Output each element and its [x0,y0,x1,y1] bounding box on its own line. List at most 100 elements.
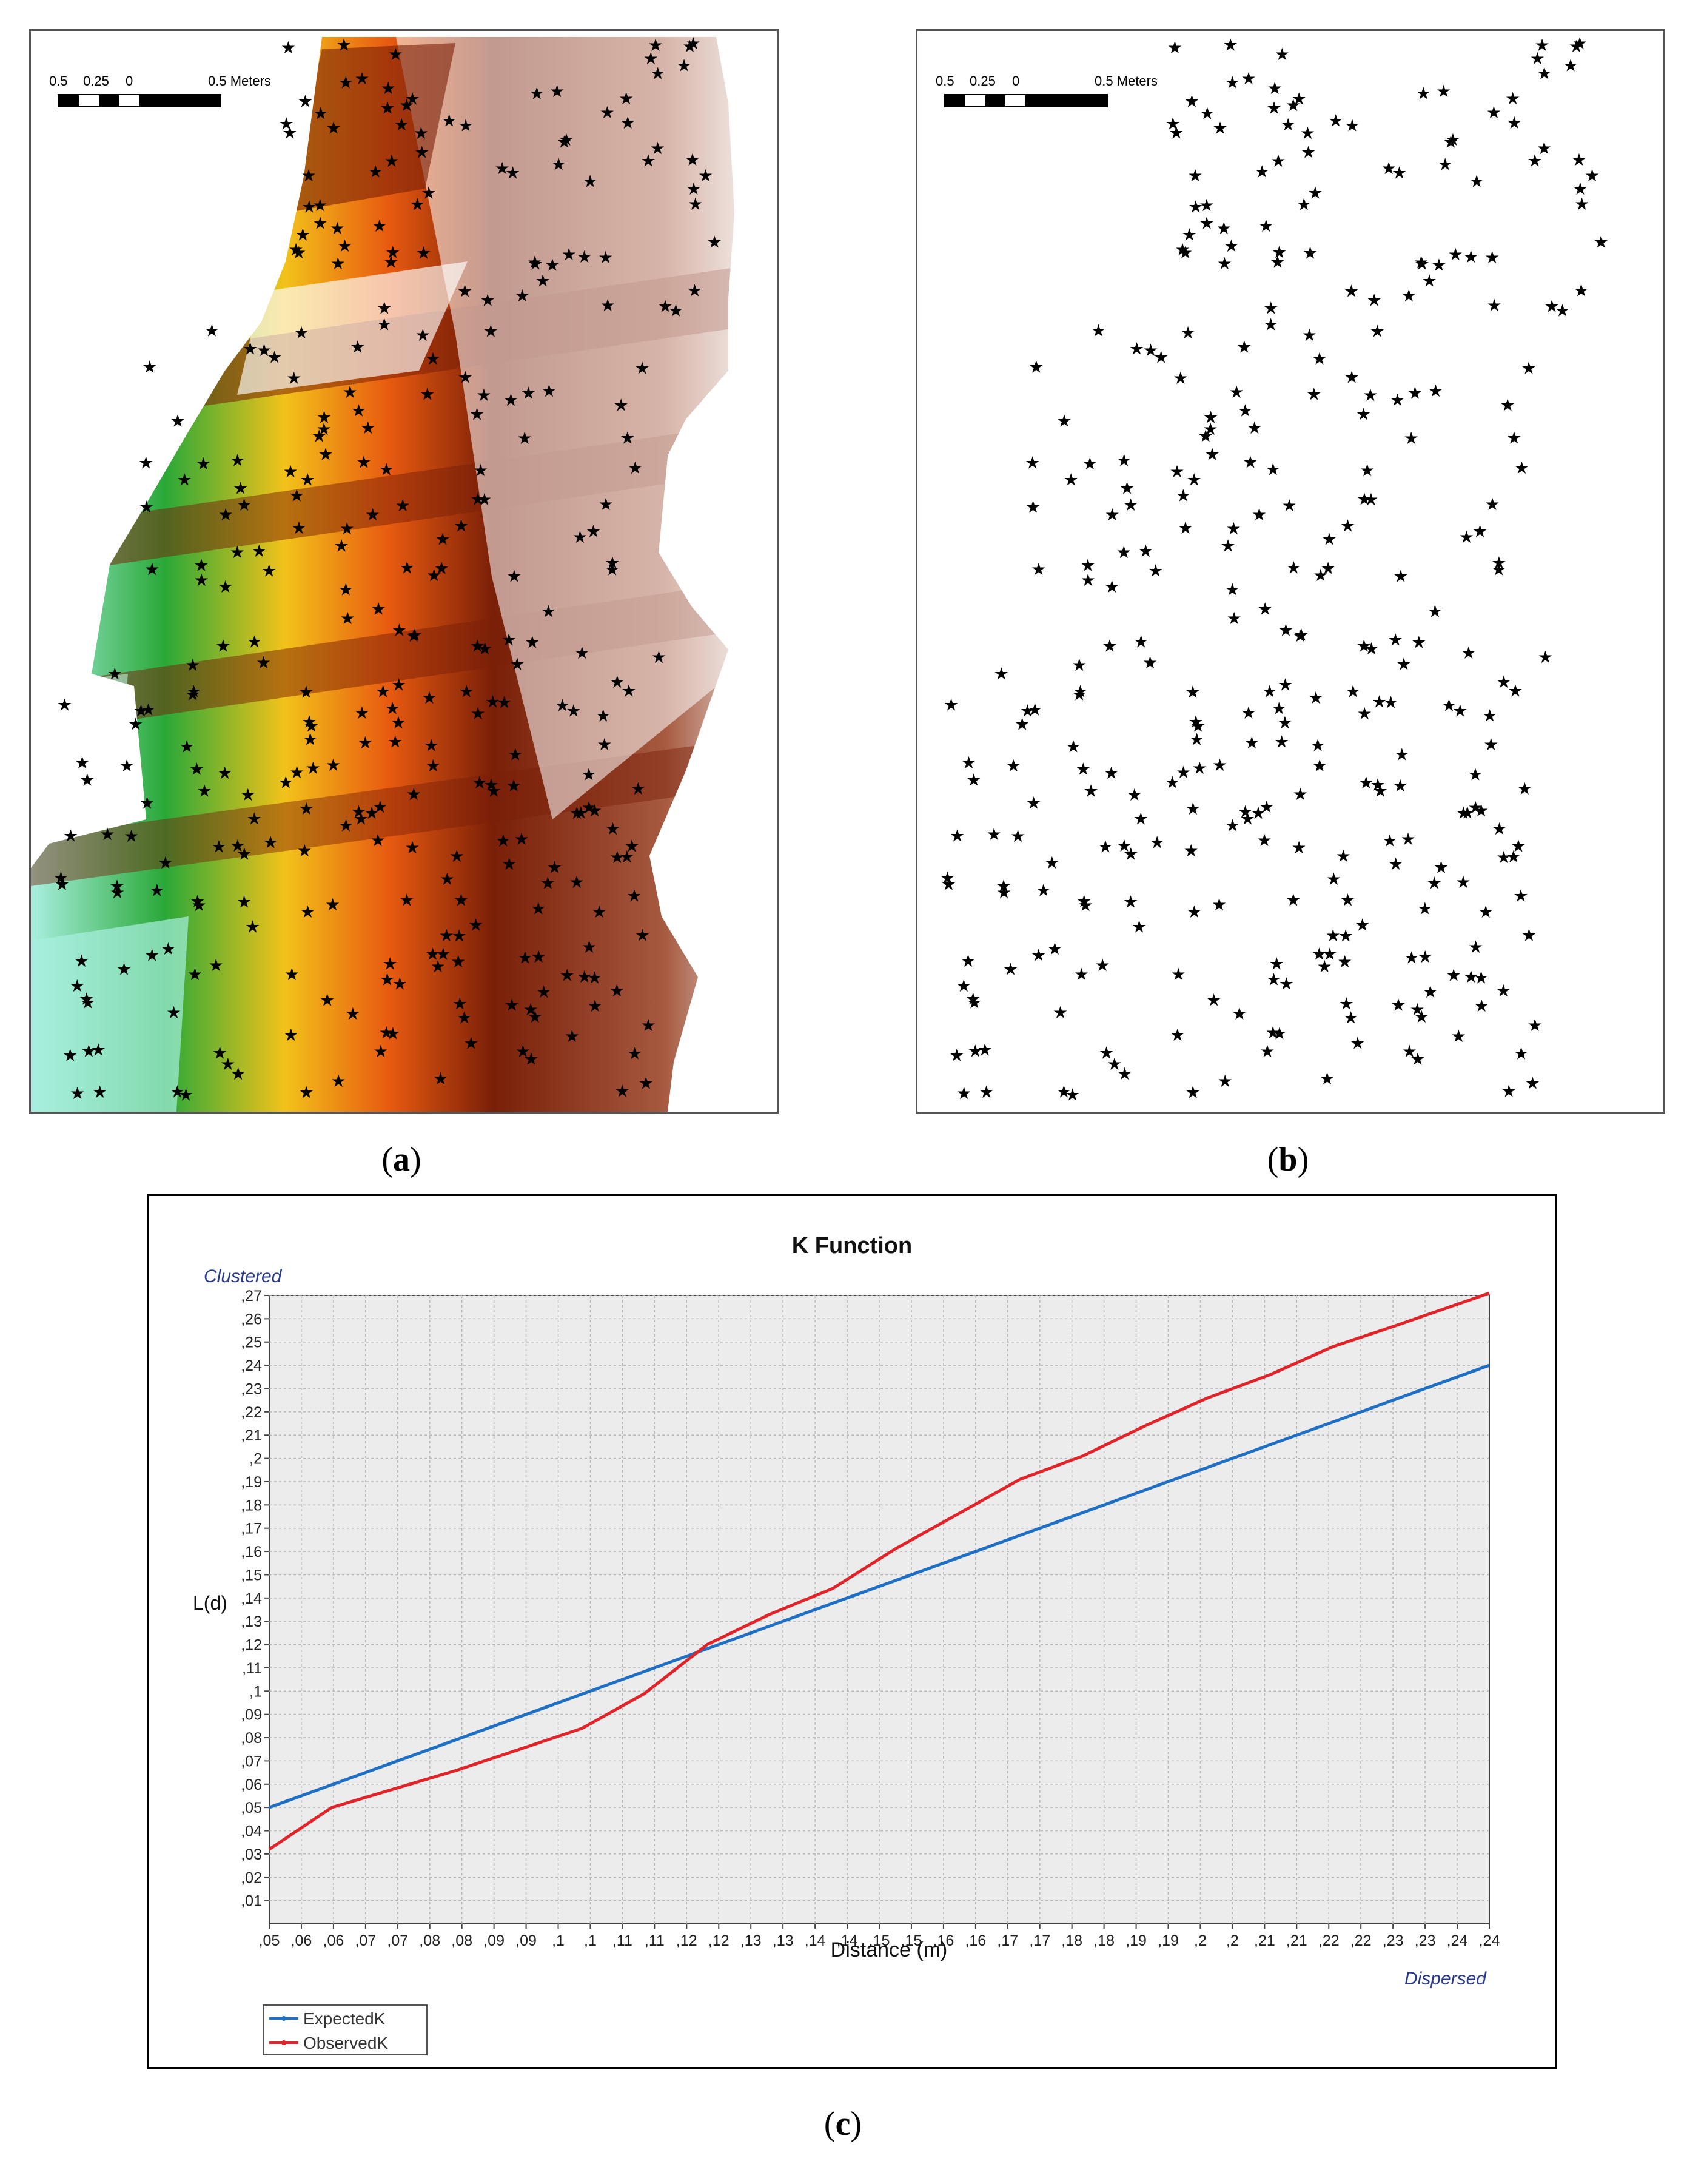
point-star-icon: ★ [635,926,650,946]
point-star-icon: ★ [385,243,400,263]
point-star-icon: ★ [1117,1064,1132,1084]
point-star-icon: ★ [281,38,296,58]
point-star-icon: ★ [1357,636,1372,656]
point-star-icon: ★ [480,290,495,310]
point-star-icon: ★ [1390,995,1406,1015]
point-star-icon: ★ [299,799,314,819]
point-star-icon: ★ [1535,35,1550,55]
point-star-icon: ★ [1370,321,1385,341]
point-star-icon: ★ [1505,89,1520,109]
point-star-icon: ★ [142,357,157,377]
point-star-icon: ★ [1400,829,1415,849]
point-star-icon: ★ [1514,1044,1529,1064]
point-star-icon: ★ [1220,536,1235,556]
point-star-icon: ★ [1258,216,1273,236]
point-star-icon: ★ [185,684,200,704]
point-star-icon: ★ [1225,72,1240,92]
point-star-icon: ★ [470,489,485,509]
point-star-icon: ★ [1357,704,1372,724]
point-star-icon: ★ [503,390,518,410]
scale-label: 0.5 [936,73,954,89]
point-star-icon: ★ [297,841,312,861]
point-star-icon: ★ [1169,123,1184,143]
point-star-icon: ★ [996,876,1011,896]
point-star-icon: ★ [426,756,441,776]
point-star-icon: ★ [1461,643,1476,663]
point-star-icon: ★ [685,150,700,170]
point-star-icon: ★ [598,494,613,514]
point-star-icon: ★ [405,89,420,109]
point-star-icon: ★ [1199,213,1214,234]
point-star-icon: ★ [179,737,194,757]
point-star-icon: ★ [75,753,90,773]
point-star-icon: ★ [1478,902,1494,922]
point-star-icon: ★ [531,947,546,967]
point-star-icon: ★ [1212,118,1227,138]
point-star-icon: ★ [395,496,411,516]
point-star-icon: ★ [372,216,387,236]
point-star-icon: ★ [483,321,498,341]
point-star-icon: ★ [193,555,209,575]
point-star-icon: ★ [1367,290,1382,310]
plot-area [269,1295,1490,1924]
point-star-icon: ★ [1445,130,1460,150]
point-star-icon: ★ [1296,194,1312,214]
point-star-icon: ★ [1107,1054,1122,1074]
point-star-icon: ★ [1431,255,1446,275]
scale-bar: 0.5 0.25 0 0.5 Meters [936,73,1158,107]
point-star-icon: ★ [1203,419,1218,439]
point-star-icon: ★ [128,714,143,734]
point-star-icon: ★ [1105,505,1120,525]
point-star-icon: ★ [1382,830,1397,850]
point-star-icon: ★ [1313,565,1328,585]
point-star-icon: ★ [230,1064,246,1084]
point-star-icon: ★ [1344,281,1359,301]
point-star-icon: ★ [966,770,981,790]
point-star-icon: ★ [424,735,439,755]
point-star-icon: ★ [1026,793,1041,813]
point-star-icon: ★ [1511,836,1526,856]
point-star-icon: ★ [1416,83,1431,103]
point-star-icon: ★ [1310,735,1326,755]
point-star-icon: ★ [941,874,956,894]
legend-observed-label: ObservedK [303,2034,388,2052]
point-star-icon: ★ [1184,92,1199,112]
x-tick-label: ,24 [1447,1932,1468,1949]
point-star-icon: ★ [392,973,407,993]
point-star-icon: ★ [1501,1081,1517,1101]
point-star-icon: ★ [600,102,615,123]
point-star-icon: ★ [987,824,1002,844]
point-star-icon: ★ [1256,830,1272,850]
point-star-icon: ★ [505,163,520,183]
point-star-icon: ★ [1266,1023,1281,1043]
point-star-icon: ★ [1394,744,1409,764]
point-star-icon: ★ [1003,959,1018,979]
scale-label: 0.25 [83,73,109,89]
point-star-icon: ★ [1513,885,1528,906]
point-star-icon: ★ [996,882,1011,902]
point-star-icon: ★ [517,947,532,967]
point-star-icon: ★ [1308,688,1323,708]
point-star-icon: ★ [454,890,469,910]
point-star-icon: ★ [1483,734,1498,754]
point-star-icon: ★ [1176,486,1191,506]
point-star-icon: ★ [562,244,577,264]
point-star-icon: ★ [956,976,971,996]
point-star-icon: ★ [1355,915,1370,935]
point-star-icon: ★ [1474,801,1489,821]
x-tick-label: ,17 [1029,1932,1050,1949]
legend: ExpectedK ObservedK [263,2004,428,2055]
point-star-icon: ★ [74,951,89,971]
point-star-icon: ★ [144,945,159,965]
point-star-icon: ★ [1286,95,1301,115]
point-star-icon: ★ [595,705,611,725]
point-star-icon: ★ [1484,494,1500,514]
scale-bar: 0.5 0.25 0 0.5 Meters [49,73,271,107]
point-star-icon: ★ [1216,218,1232,238]
point-star-icon: ★ [291,518,306,538]
point-star-icon: ★ [504,995,519,1015]
point-star-icon: ★ [312,426,327,446]
point-star-icon: ★ [439,926,454,946]
point-star-icon: ★ [426,565,441,585]
point-star-icon: ★ [435,529,451,549]
